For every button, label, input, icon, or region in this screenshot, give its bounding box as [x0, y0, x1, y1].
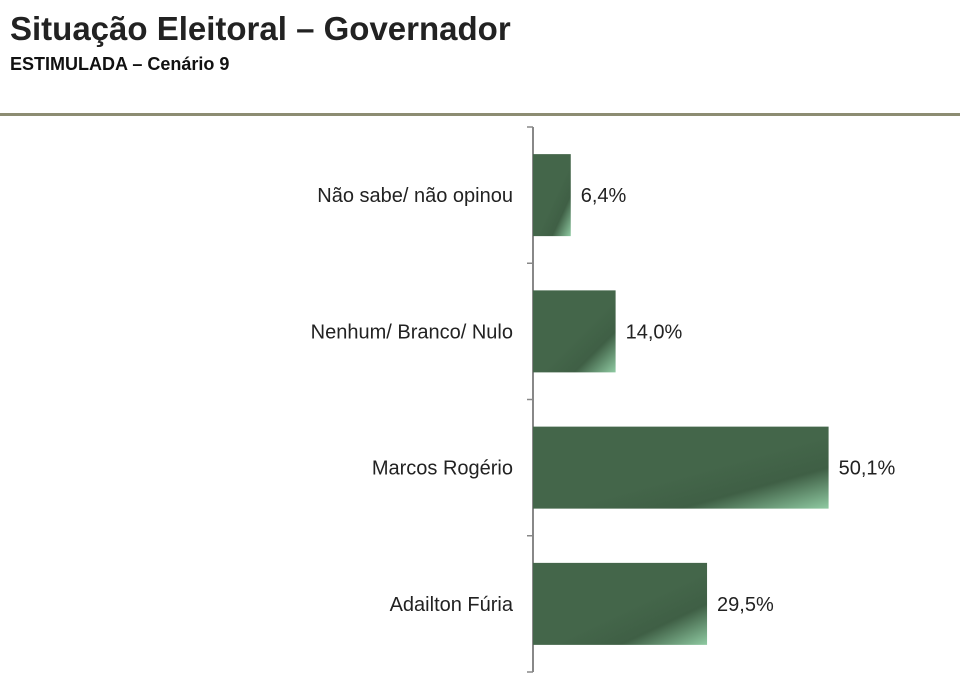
category-label: Não sabe/ não opinou [317, 185, 513, 207]
chart-subtitle: ESTIMULADA – Cenário 9 [10, 54, 230, 74]
bar [533, 426, 829, 509]
category-label: Marcos Rogério [372, 458, 513, 480]
category-label: Nenhum/ Branco/ Nulo [311, 321, 513, 343]
data-label: 6,4% [581, 185, 627, 207]
header-divider [0, 113, 960, 116]
category-label: Adailton Fúria [390, 594, 514, 616]
bar [533, 290, 616, 373]
data-label: 29,5% [717, 594, 774, 616]
bar [533, 154, 571, 237]
data-label: 14,0% [626, 321, 683, 343]
bar [533, 562, 708, 645]
chart-title: Situação Eleitoral – Governador [10, 10, 511, 47]
data-label: 50,1% [839, 458, 896, 480]
